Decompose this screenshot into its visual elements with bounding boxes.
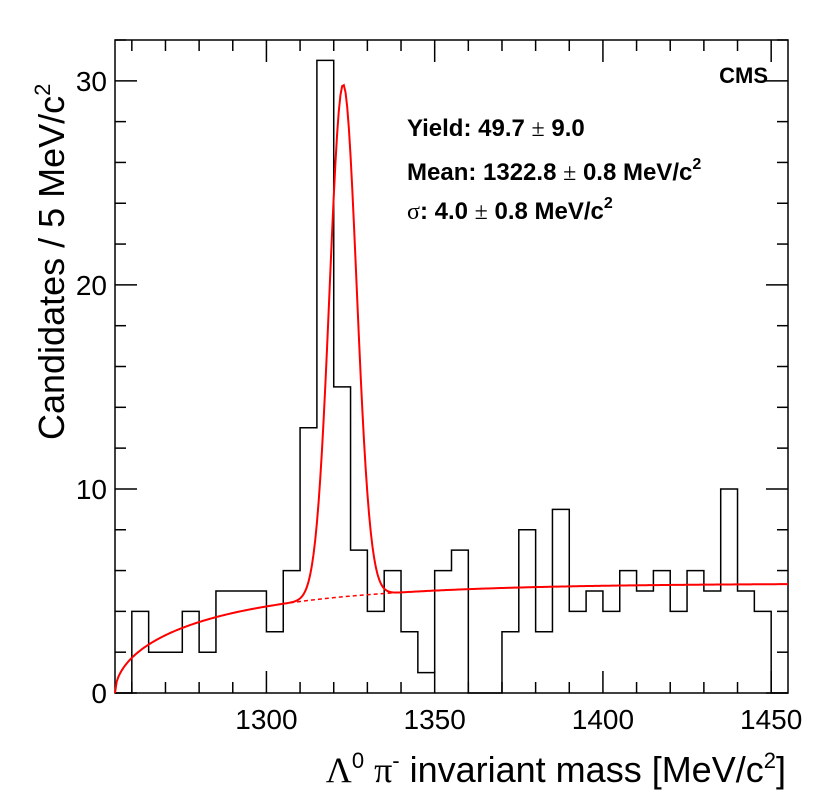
x-title-sup1: 0 — [352, 748, 364, 773]
y-title-sup: 2 — [30, 84, 55, 96]
axis-ticks — [115, 39, 788, 694]
x-tick-label: 1400 — [572, 704, 634, 735]
y-axis-title: Candidates / 5 MeV/c2 — [30, 84, 72, 440]
y-tick-label: 30 — [76, 66, 107, 97]
yield-label: Yield: 49.7 — [407, 115, 525, 142]
x-tick-label: 1450 — [740, 704, 802, 735]
mean-err: 0.8 MeV/c — [583, 159, 692, 186]
cms-label: CMS — [719, 63, 768, 88]
x-title-text-sup: 2 — [764, 748, 776, 773]
sigma-annotation: σ: 4.0 ± 0.8 MeV/c2 — [407, 195, 613, 225]
x-title-text-end: ] — [776, 749, 786, 790]
histogram — [115, 59, 788, 694]
total-fit-curve — [114, 83, 789, 694]
sigma-label: : 4.0 — [420, 198, 468, 225]
x-title-lambda: Λ — [326, 750, 352, 790]
y-tick-label: 0 — [91, 678, 107, 709]
sigma-symbol: σ — [407, 199, 420, 225]
mean-sup: 2 — [692, 156, 701, 173]
y-tick-label: 20 — [76, 270, 107, 301]
mean-label: Mean: 1322.8 — [407, 159, 556, 186]
y-title-text: Candidates / 5 MeV/c — [31, 96, 72, 440]
mean-pm: ± — [563, 160, 576, 186]
yield-annotation: Yield: 49.7 ± 9.0 — [407, 115, 585, 142]
sigma-sup: 2 — [604, 195, 613, 212]
yield-err: 9.0 — [551, 115, 584, 142]
x-title-pi: π — [374, 750, 392, 790]
y-tick-label: 10 — [76, 474, 107, 505]
x-title-text: invariant mass [MeV/c — [410, 749, 764, 790]
sigma-err: 0.8 MeV/c — [494, 198, 603, 225]
x-tick-label: 1300 — [235, 704, 297, 735]
mean-annotation: Mean: 1322.8 ± 0.8 MeV/c2 — [407, 156, 701, 186]
x-title-sup2: - — [392, 748, 399, 773]
sigma-pm: ± — [475, 199, 488, 225]
axis-tick-labels: 1300 1350 1400 1450 0 10 20 30 — [76, 66, 802, 735]
yield-pm: ± — [532, 116, 545, 142]
x-tick-label: 1350 — [404, 704, 466, 735]
x-axis-title: Λ0 π- invariant mass [MeV/c2] — [326, 748, 786, 790]
